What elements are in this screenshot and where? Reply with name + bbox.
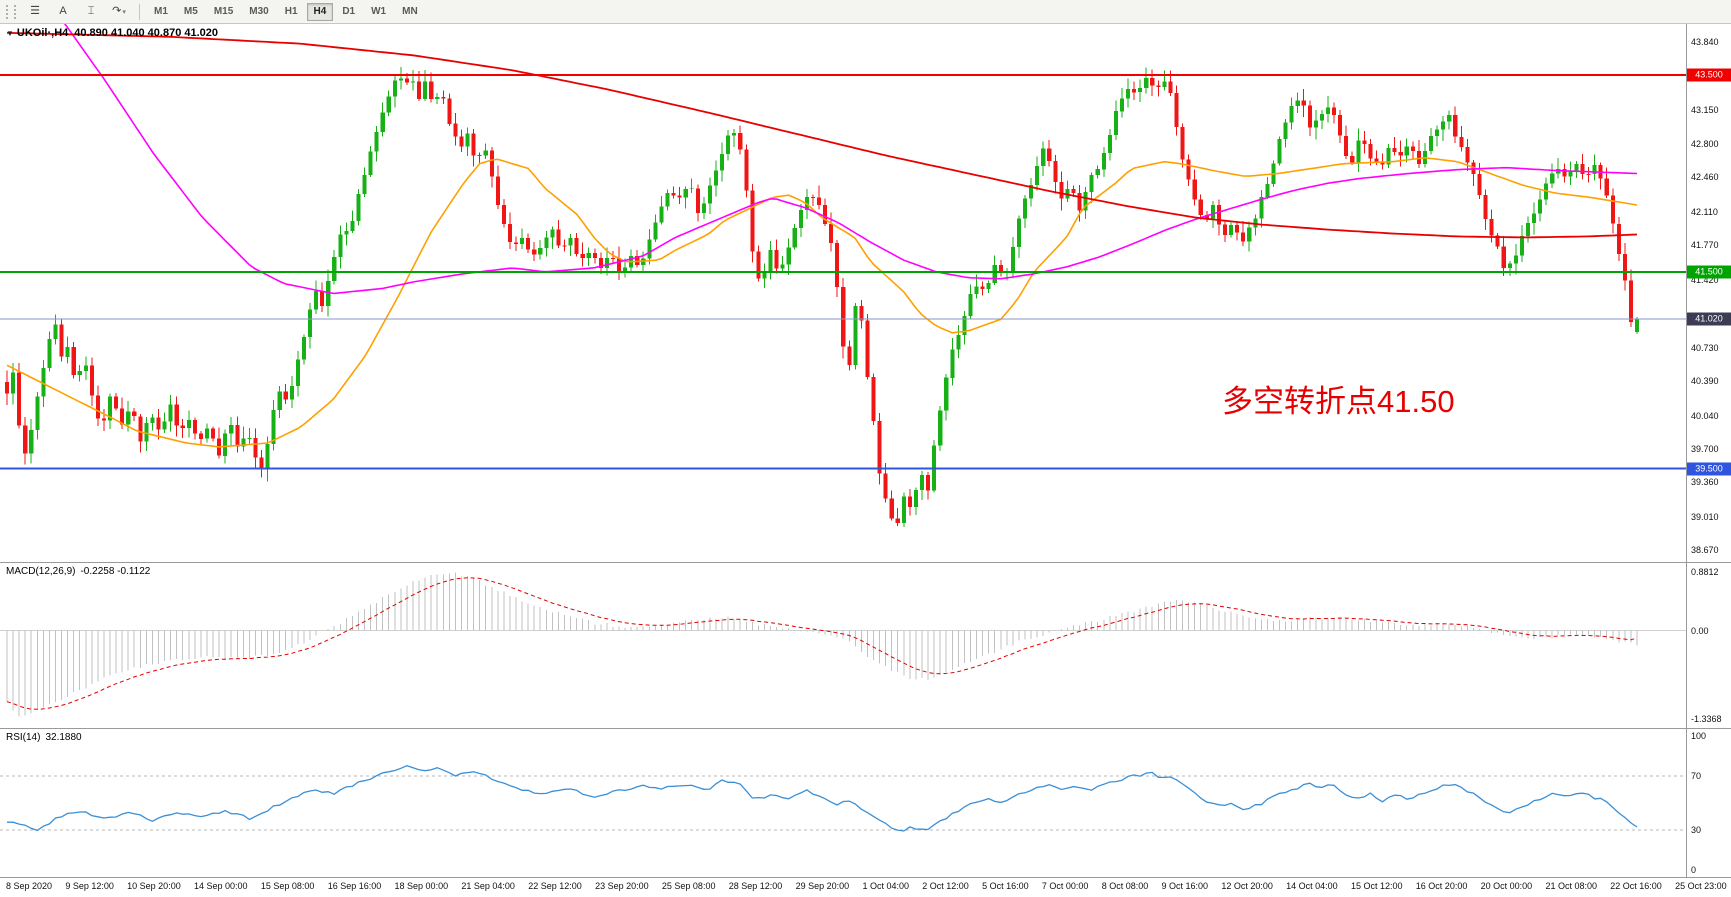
price-axis-label: 40.730 — [1691, 342, 1719, 353]
time-axis-label: 9 Sep 12:00 — [65, 881, 114, 891]
timeframe-m1-button[interactable]: M1 — [154, 5, 168, 17]
price-axis-label: 42.800 — [1691, 139, 1719, 149]
rsi-axis[interactable]: 100 70 30 0 — [1686, 729, 1731, 877]
time-axis-label: 14 Oct 04:00 — [1286, 881, 1338, 891]
price-axis-label: 41.420 — [1691, 274, 1719, 285]
time-axis-label: 12 Oct 20:00 — [1221, 881, 1273, 891]
price-axis-label: 43.840 — [1691, 36, 1719, 47]
time-axis-label: 2 Oct 12:00 — [922, 881, 969, 891]
price-axis-label: 38.670 — [1691, 545, 1719, 556]
rsi-axis-label: 0 — [1691, 865, 1697, 876]
price-axis[interactable]: 43.840 43.150 42.800 42.460 42.110 41.770 41.4… — [1686, 24, 1731, 562]
rsi-axis-label: 100 — [1691, 730, 1707, 741]
time-axis-label: 9 Oct 16:00 — [1161, 881, 1209, 891]
draw-shapes-menu-icon: ↷ — [112, 5, 122, 17]
time-axis-label: 15 Oct 12:00 — [1350, 881, 1403, 891]
current-price-badge: 41.020 — [1687, 312, 1731, 326]
price-chart-panel: ▼ UKOil·,H4 40.890 41.040 40.870 41.020 多空… — [0, 24, 1731, 562]
chart-title: ▼ UKOil·,H4 40.890 41.040 40.870 41.020 — [6, 27, 218, 39]
rsi-panel: RSI(14) 32.1880 100 70 30 0 — [0, 728, 1731, 877]
time-axis-label: 25 Sep 08:00 — [661, 881, 716, 891]
chart-objects-menu-button[interactable]: ☰ — [22, 2, 48, 22]
price-level-badge-43.500: 43.500 — [1687, 68, 1731, 82]
time-axis-label: 16 Sep 16:00 — [327, 881, 382, 891]
time-axis-label: 10 Sep 20:00 — [127, 881, 181, 891]
rsi-name: RSI(14) — [6, 732, 41, 743]
macd-label: MACD(12,26,9) -0.2258 -0.1122 — [6, 566, 150, 577]
collapse-icon[interactable]: ▼ — [6, 29, 14, 38]
candlestick-chart[interactable] — [0, 24, 1687, 562]
macd-axis[interactable]: 0.8812 0.00 -1.3368 — [1686, 563, 1731, 728]
chart-objects-menu-icon: ☰ — [30, 5, 40, 17]
macd-name: MACD(12,26,9) — [6, 566, 76, 577]
vertical-line-tool-button[interactable]: ⌶ — [78, 2, 104, 22]
price-level-badge-41.500: 41.500 — [1687, 265, 1731, 279]
time-axis-label: 7 Oct 00:00 — [1041, 881, 1089, 891]
timeframe-group: M1 M5 M15 M30 H1 H4 D1 W1 MN — [147, 2, 425, 21]
toolbar-separator — [139, 3, 140, 20]
price-level-badge-39.500: 39.500 — [1687, 462, 1731, 476]
macd-axis-label: -1.3368 — [1691, 714, 1722, 725]
price-axis-label: 42.460 — [1691, 172, 1719, 183]
time-axis-label: 22 Sep 12:00 — [528, 881, 582, 891]
symbol-period-label: UKOil·,H4 — [16, 27, 69, 39]
price-axis-label: 39.360 — [1691, 477, 1719, 488]
timeframe-h1-button[interactable]: H1 — [284, 5, 298, 17]
ohlc-values: 40.890 41.040 40.870 41.020 — [74, 27, 219, 39]
time-axis-label: 25 Oct 23:00 — [1675, 881, 1727, 891]
vertical-line-tool-icon: ⌶ — [87, 5, 95, 17]
chart-toolbar: ☰ A ⌶ ↷ ▾ M1 M5 M15 M30 H1 H4 D1 W1 MN — [0, 0, 1731, 24]
price-axis-label: 41.770 — [1691, 240, 1719, 251]
timeframe-m15-button[interactable]: M15 — [213, 5, 234, 17]
time-axis-label: 23 Sep 20:00 — [595, 881, 649, 891]
timeframe-m30-button[interactable]: M30 — [249, 5, 269, 17]
price-axis-label: 39.700 — [1691, 443, 1719, 454]
timeframe-mn-button[interactable]: MN — [402, 5, 418, 17]
time-axis-label: 22 Oct 16:00 — [1610, 881, 1662, 891]
time-axis-label: 14 Sep 00:00 — [194, 881, 248, 891]
macd-axis-label: 0.8812 — [1691, 567, 1719, 578]
time-axis-label: 5 Oct 16:00 — [982, 881, 1029, 891]
price-axis-label: 39.010 — [1691, 511, 1719, 522]
price-axis-label: 40.040 — [1691, 410, 1719, 421]
time-axis-label: 1 Oct 04:00 — [862, 881, 909, 891]
time-axis-label: 21 Oct 08:00 — [1545, 881, 1597, 891]
drawing-tools-group: ☰ A ⌶ ↷ ▾ — [22, 2, 132, 22]
rsi-value: 32.1880 — [45, 732, 82, 743]
draw-shapes-menu-button[interactable]: ↷ ▾ — [106, 2, 132, 22]
time-axis-label: 21 Sep 04:00 — [461, 881, 515, 891]
time-axis-label: 18 Sep 00:00 — [394, 881, 449, 891]
time-axis-label: 29 Sep 20:00 — [795, 881, 850, 891]
timeframe-d1-button[interactable]: D1 — [342, 5, 356, 17]
time-axis-label: 16 Oct 20:00 — [1415, 881, 1468, 891]
timeframe-h4-button[interactable]: H4 — [306, 2, 334, 21]
dropdown-caret-icon: ▾ — [122, 8, 126, 16]
time-axis-label: 20 Oct 00:00 — [1480, 881, 1533, 891]
time-axis-label: 8 Oct 08:00 — [1101, 881, 1149, 891]
rsi-axis-label: 30 — [1691, 824, 1702, 835]
rsi-chart[interactable] — [0, 729, 1687, 877]
time-axis[interactable]: 8 Sep 2020 9 Sep 12:00 10 Sep 20:00 14 Sep … — [0, 877, 1731, 897]
timeframe-m5-button[interactable]: M5 — [183, 5, 198, 17]
time-axis-label: 8 Sep 2020 — [6, 881, 53, 891]
macd-axis-label: 0.00 — [1691, 625, 1709, 636]
timeframe-w1-button[interactable]: W1 — [371, 5, 387, 17]
time-axis-label: 15 Sep 08:00 — [260, 881, 315, 891]
annotation-text[interactable]: 多空转折点41.50 — [1222, 384, 1455, 419]
price-axis-label: 43.150 — [1691, 104, 1719, 115]
text-label-tool-icon: A — [59, 5, 67, 17]
rsi-label: RSI(14) 32.1880 — [6, 732, 82, 743]
macd-panel: MACD(12,26,9) -0.2258 -0.1122 0.8812 0.00 -… — [0, 562, 1731, 728]
time-axis-label: 28 Sep 12:00 — [728, 881, 783, 891]
macd-chart[interactable] — [0, 563, 1687, 728]
macd-values: -0.2258 -0.1122 — [80, 566, 151, 577]
price-axis-label: 40.390 — [1691, 376, 1719, 386]
rsi-axis-label: 70 — [1691, 771, 1702, 782]
price-axis-label: 42.110 — [1691, 206, 1718, 217]
text-label-tool-button[interactable]: A — [50, 2, 76, 22]
toolbar-grip[interactable] — [6, 4, 16, 19]
